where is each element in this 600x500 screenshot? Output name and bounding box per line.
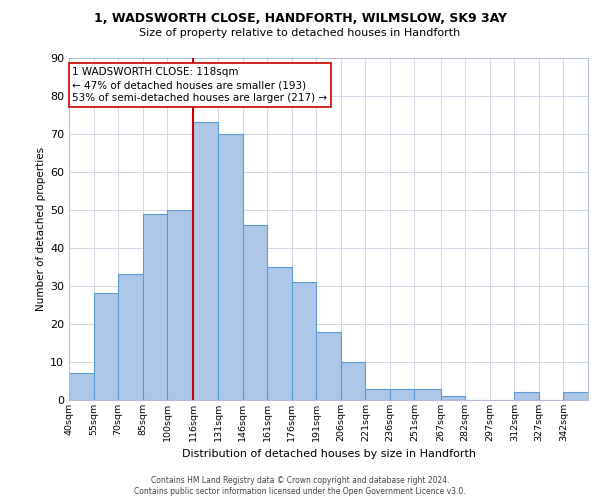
- Bar: [316, 332, 341, 400]
- Bar: [69, 374, 94, 400]
- Bar: [365, 388, 390, 400]
- Bar: [143, 214, 167, 400]
- Bar: [193, 122, 218, 400]
- Bar: [440, 396, 465, 400]
- Bar: [218, 134, 242, 400]
- Bar: [415, 388, 440, 400]
- Bar: [563, 392, 588, 400]
- Bar: [292, 282, 316, 400]
- Bar: [167, 210, 193, 400]
- Bar: [242, 225, 267, 400]
- Bar: [390, 388, 415, 400]
- Text: 1 WADSWORTH CLOSE: 118sqm
← 47% of detached houses are smaller (193)
53% of semi: 1 WADSWORTH CLOSE: 118sqm ← 47% of detac…: [72, 67, 328, 104]
- Text: Contains public sector information licensed under the Open Government Licence v3: Contains public sector information licen…: [134, 487, 466, 496]
- Bar: [267, 267, 292, 400]
- Y-axis label: Number of detached properties: Number of detached properties: [36, 146, 46, 311]
- X-axis label: Distribution of detached houses by size in Handforth: Distribution of detached houses by size …: [182, 450, 476, 460]
- Bar: [341, 362, 365, 400]
- Bar: [94, 294, 118, 400]
- Text: Size of property relative to detached houses in Handforth: Size of property relative to detached ho…: [139, 28, 461, 38]
- Bar: [514, 392, 539, 400]
- Text: Contains HM Land Registry data © Crown copyright and database right 2024.: Contains HM Land Registry data © Crown c…: [151, 476, 449, 485]
- Bar: [118, 274, 143, 400]
- Text: 1, WADSWORTH CLOSE, HANDFORTH, WILMSLOW, SK9 3AY: 1, WADSWORTH CLOSE, HANDFORTH, WILMSLOW,…: [94, 12, 506, 26]
